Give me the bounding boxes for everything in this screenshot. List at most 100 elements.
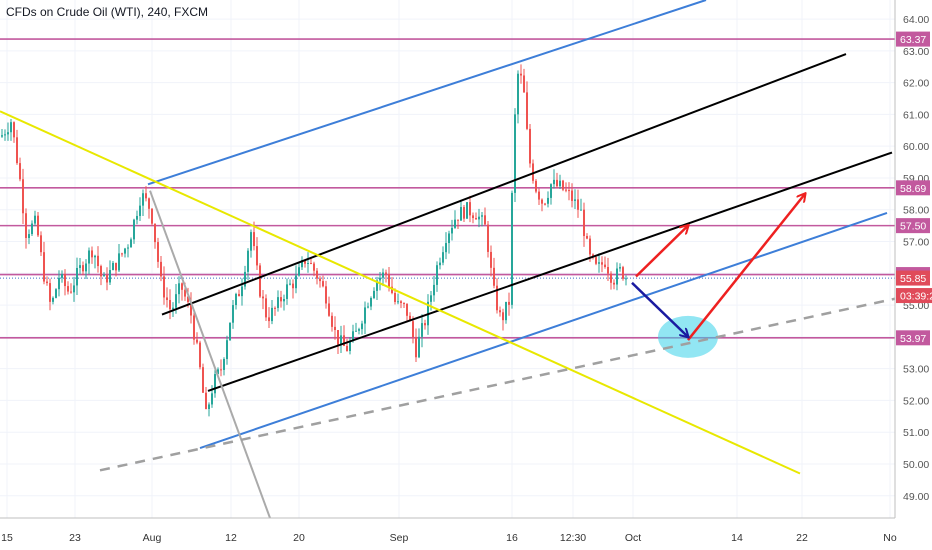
candle-body — [175, 294, 177, 308]
candle-body — [322, 281, 324, 287]
candle-body — [61, 274, 63, 278]
candle-body — [379, 277, 381, 281]
candle-body — [157, 242, 159, 262]
candle-body — [307, 263, 309, 265]
candle-body — [436, 265, 438, 285]
price-tag-label: 03:39:25 — [900, 291, 932, 303]
price-tag-box — [896, 270, 930, 286]
candle-body — [13, 122, 15, 138]
candle-body — [523, 75, 525, 93]
candle-body — [400, 301, 402, 304]
candle-body — [304, 260, 306, 264]
candle-body — [265, 298, 267, 318]
price-tag-box — [896, 31, 930, 47]
candle-body — [244, 271, 246, 287]
candle-body — [454, 219, 456, 228]
candle-body — [295, 275, 297, 289]
candle-body — [472, 215, 474, 219]
candle-body — [538, 191, 540, 200]
x-tick-label: 12:30 — [560, 532, 586, 544]
price-tag-label: 53.97 — [900, 333, 926, 345]
candle-body — [433, 284, 435, 296]
candle-body — [610, 273, 612, 283]
candle-body — [193, 315, 195, 340]
candle-body — [385, 272, 387, 274]
candle-body — [424, 323, 426, 326]
candle-body — [571, 190, 573, 201]
candle-body — [25, 213, 27, 239]
candle-body — [568, 190, 570, 192]
candle-body — [349, 341, 351, 352]
projection-arrow — [687, 194, 805, 341]
candle-body — [355, 330, 357, 332]
candle-body — [127, 247, 129, 249]
x-tick-label: 20 — [293, 532, 305, 544]
x-tick-label: No — [883, 532, 897, 544]
candle-body — [232, 305, 234, 323]
candle-body — [100, 266, 102, 277]
price-axis[interactable]: 49.0050.0051.0052.0053.0054.0055.0056.00… — [903, 14, 929, 503]
candle-body — [109, 270, 111, 283]
candle-body — [151, 208, 153, 224]
candle-body — [541, 199, 543, 204]
candle-body — [616, 268, 618, 285]
candle-body — [583, 209, 585, 237]
candle-body — [283, 298, 285, 302]
candle-body — [406, 303, 408, 316]
candle-body — [502, 312, 504, 321]
candle-body — [82, 265, 84, 272]
candle-body — [598, 262, 600, 264]
candle-body — [577, 199, 579, 210]
candle-body — [448, 233, 450, 244]
candle-body — [508, 301, 510, 305]
candle-body — [22, 179, 24, 214]
candle-body — [526, 92, 528, 129]
candle-body — [229, 322, 231, 341]
y-tick-label: 60.00 — [903, 141, 929, 153]
candle-body — [37, 215, 39, 236]
x-tick-label: Sep — [390, 532, 409, 544]
candle-body — [268, 317, 270, 322]
candle-body — [346, 345, 348, 352]
candle-body — [166, 297, 168, 301]
candle-body — [313, 263, 315, 271]
trend-line — [161, 53, 847, 316]
candle-body — [328, 303, 330, 316]
y-tick-label: 49.00 — [903, 491, 929, 503]
candle-body — [559, 180, 561, 187]
candle-body — [460, 207, 462, 221]
candle-body — [43, 252, 45, 282]
y-tick-label: 55.00 — [903, 300, 929, 312]
candle-body — [547, 197, 549, 204]
candle-body — [430, 295, 432, 302]
candle-body — [142, 193, 144, 206]
candle-body — [421, 323, 423, 337]
candle-body — [409, 315, 411, 322]
candle-body — [226, 340, 228, 360]
candle-body — [316, 270, 318, 279]
candle-body — [274, 307, 276, 309]
candle-body — [34, 215, 36, 224]
trend-line — [199, 211, 888, 450]
time-axis[interactable]: 15 23 Aug 12 20 Sep 16 12:30 Oct 14 22 No — [1, 532, 897, 544]
candle-body — [235, 293, 237, 306]
candle-body — [358, 329, 360, 331]
x-tick-label: Aug — [143, 532, 162, 544]
candle-body — [262, 296, 264, 299]
candle-body — [289, 283, 291, 285]
candle-body — [493, 267, 495, 286]
candle-body — [499, 310, 501, 313]
candle-body — [19, 163, 21, 180]
y-tick-label: 50.00 — [903, 459, 929, 471]
candle-body — [520, 73, 522, 76]
candle-body — [451, 227, 453, 234]
candle-body — [490, 251, 492, 268]
y-tick-label: 58.00 — [903, 205, 929, 217]
price-tag-label: 58.69 — [900, 183, 926, 195]
candle-body — [388, 273, 390, 287]
candle-body — [73, 285, 75, 293]
candle-body — [340, 335, 342, 345]
candle-body — [529, 128, 531, 164]
projection-arrow — [635, 226, 688, 278]
